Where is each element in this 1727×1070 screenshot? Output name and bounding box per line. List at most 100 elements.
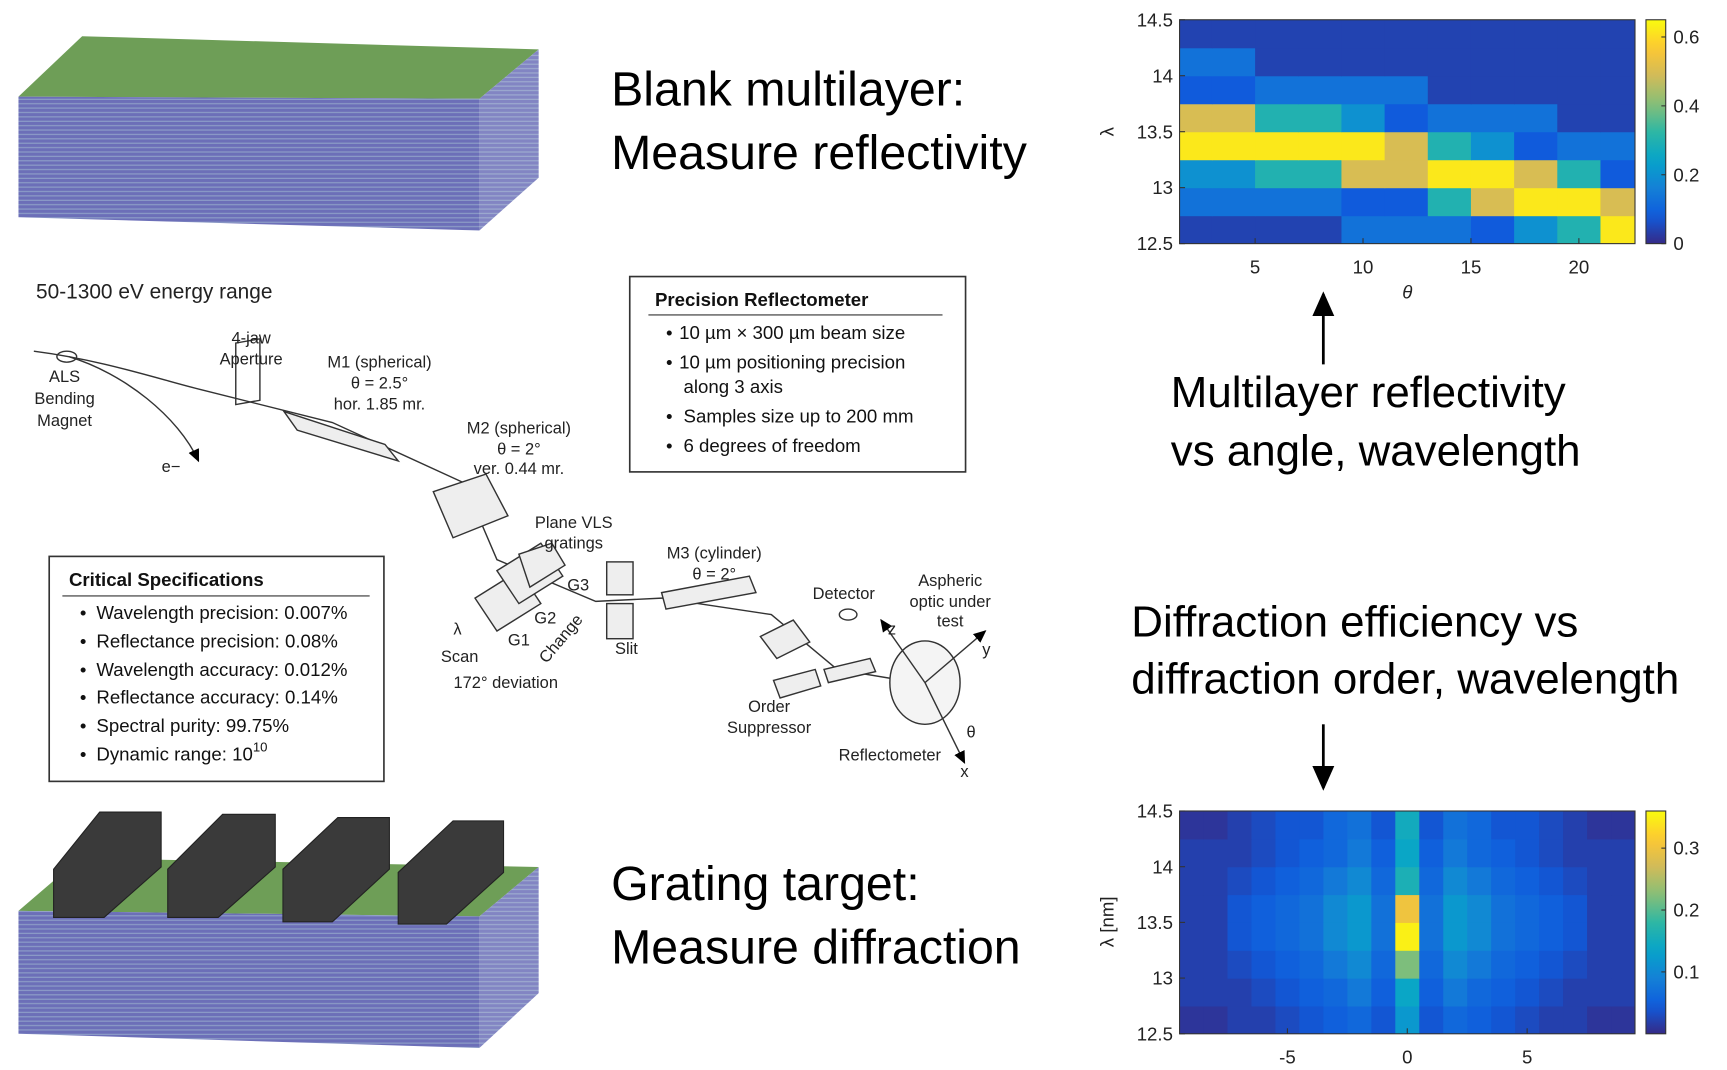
heatmap-cell bbox=[1563, 922, 1588, 950]
heatmap-cell bbox=[1611, 839, 1636, 867]
heatmap-cell bbox=[1228, 867, 1253, 895]
heatmap-cell bbox=[1204, 839, 1229, 867]
heatmap-cell bbox=[1347, 1006, 1372, 1034]
heatmap-cell bbox=[1563, 950, 1588, 978]
reflectometer-box: Precision Reflectometer • 10 µm × 300 µm… bbox=[630, 277, 966, 472]
beamline-label: Detector bbox=[813, 585, 876, 603]
heatmap-cell bbox=[1255, 216, 1299, 245]
beamline-label: Plane VLS bbox=[535, 514, 613, 532]
heatmap-cell bbox=[1228, 922, 1253, 950]
beamline-label: Order bbox=[748, 698, 791, 716]
heatmap-cell bbox=[1557, 160, 1601, 189]
y-tick-label: 14.5 bbox=[1137, 9, 1173, 30]
page: Blank multilayer: Measure reflectivity G… bbox=[0, 0, 1727, 1070]
heatmap-cell bbox=[1419, 978, 1444, 1006]
heatmap-cell bbox=[1212, 160, 1256, 189]
heatmap-cell bbox=[1539, 1006, 1564, 1034]
heatmap-cell bbox=[1587, 978, 1612, 1006]
heatmap-cell bbox=[1443, 922, 1468, 950]
beamline-label: θ = 2° bbox=[497, 440, 541, 458]
heatmap-cell bbox=[1563, 867, 1588, 895]
heatmap-cell bbox=[1275, 922, 1300, 950]
heatmap-cell bbox=[1419, 922, 1444, 950]
heatmap-cell bbox=[1385, 20, 1429, 49]
heatmap: -50512.51313.51414.5λ [nm]0.10.20.3 bbox=[1097, 801, 1700, 1068]
heatmap-cell bbox=[1371, 895, 1396, 923]
heatmap-cell bbox=[1563, 811, 1588, 839]
y-tick-label: 13.5 bbox=[1137, 121, 1173, 142]
heatmap-cell bbox=[1323, 922, 1348, 950]
heatmap-cell bbox=[1443, 811, 1468, 839]
heatmap-cell bbox=[1539, 950, 1564, 978]
heatmap-cell bbox=[1251, 811, 1276, 839]
colorbar-tick-label: 0.1 bbox=[1673, 961, 1699, 982]
heatmap-cell bbox=[1467, 867, 1492, 895]
y-axis-label: λ [nm] bbox=[1097, 896, 1118, 947]
heatmap-cell bbox=[1299, 950, 1324, 978]
heatmap-cell bbox=[1428, 132, 1472, 161]
heatmap-cell bbox=[1419, 867, 1444, 895]
heatmap-cell bbox=[1341, 48, 1385, 77]
heatmap-cell bbox=[1515, 922, 1540, 950]
heatmap-cell bbox=[1514, 188, 1558, 217]
box-item: Wavelength accuracy: 0.012% bbox=[96, 659, 347, 680]
heatmap-cell bbox=[1395, 922, 1420, 950]
heatmap-cell bbox=[1298, 188, 1342, 217]
heatmap-cell bbox=[1371, 1006, 1396, 1034]
heatmap-cell bbox=[1299, 1006, 1324, 1034]
heatmap-cell bbox=[1515, 839, 1540, 867]
heatmap-cell bbox=[1323, 839, 1348, 867]
energy-range: 50-1300 eV energy range bbox=[36, 281, 272, 304]
heatmap-cell bbox=[1212, 76, 1256, 105]
multilayer-block bbox=[18, 36, 538, 230]
heatmap-cell bbox=[1467, 811, 1492, 839]
heatmap-cell bbox=[1347, 978, 1372, 1006]
heatmap-cell bbox=[1467, 1006, 1492, 1034]
heatmap-cell bbox=[1600, 20, 1644, 49]
heatmap-cell bbox=[1428, 160, 1472, 189]
heatmap-cell bbox=[1347, 895, 1372, 923]
y-tick-label: 13 bbox=[1152, 177, 1173, 198]
beamline-label: Bending bbox=[34, 390, 94, 408]
reflectivity-caption: Multilayer reflectivity bbox=[1171, 368, 1566, 417]
heatmap-cell bbox=[1180, 950, 1205, 978]
heatmap-cell bbox=[1255, 188, 1299, 217]
heatmap-cell bbox=[1491, 811, 1516, 839]
heatmap-cell bbox=[1228, 978, 1253, 1006]
heatmap-cell bbox=[1204, 811, 1229, 839]
heatmap-cell bbox=[1204, 895, 1229, 923]
beamline-label: θ = 2° bbox=[692, 565, 736, 583]
heatmap-cell bbox=[1323, 895, 1348, 923]
heatmap-cell bbox=[1557, 104, 1601, 133]
heatmap-cell bbox=[1180, 895, 1205, 923]
heatmap-cell bbox=[1611, 895, 1636, 923]
colorbar-tick-label: 0.2 bbox=[1673, 164, 1699, 185]
heatmap-cell bbox=[1419, 950, 1444, 978]
heatmap-cell bbox=[1428, 76, 1472, 105]
heatmap-cell bbox=[1371, 839, 1396, 867]
heatmap-cell bbox=[1471, 20, 1515, 49]
beamline-label: hor. 1.85 mr. bbox=[334, 395, 425, 413]
bullet: • bbox=[80, 659, 87, 680]
heatmap-cell bbox=[1298, 48, 1342, 77]
heatmap-cell bbox=[1347, 922, 1372, 950]
beamline-label: θ bbox=[966, 723, 975, 741]
heatmap-cell bbox=[1204, 978, 1229, 1006]
heatmap-cell bbox=[1557, 188, 1601, 217]
beamline-label: 172° deviation bbox=[454, 674, 558, 692]
heatmap-cell bbox=[1251, 978, 1276, 1006]
heatmap-cell bbox=[1169, 48, 1213, 77]
heatmap-cell bbox=[1180, 1006, 1205, 1034]
beamline-label: 4-jaw bbox=[231, 329, 270, 347]
heatmap-cell bbox=[1491, 1006, 1516, 1034]
heatmap-cell bbox=[1298, 76, 1342, 105]
heatmap-cell bbox=[1255, 160, 1299, 189]
beamline-label: M1 (spherical) bbox=[327, 354, 431, 372]
heatmap-cell bbox=[1251, 895, 1276, 923]
heatmap-cell bbox=[1395, 811, 1420, 839]
beamline-label: optic under bbox=[909, 593, 991, 611]
heatmap-cell bbox=[1611, 978, 1636, 1006]
heatmap-cell bbox=[1323, 867, 1348, 895]
heatmap-cell bbox=[1557, 48, 1601, 77]
heatmap-cell bbox=[1228, 895, 1253, 923]
